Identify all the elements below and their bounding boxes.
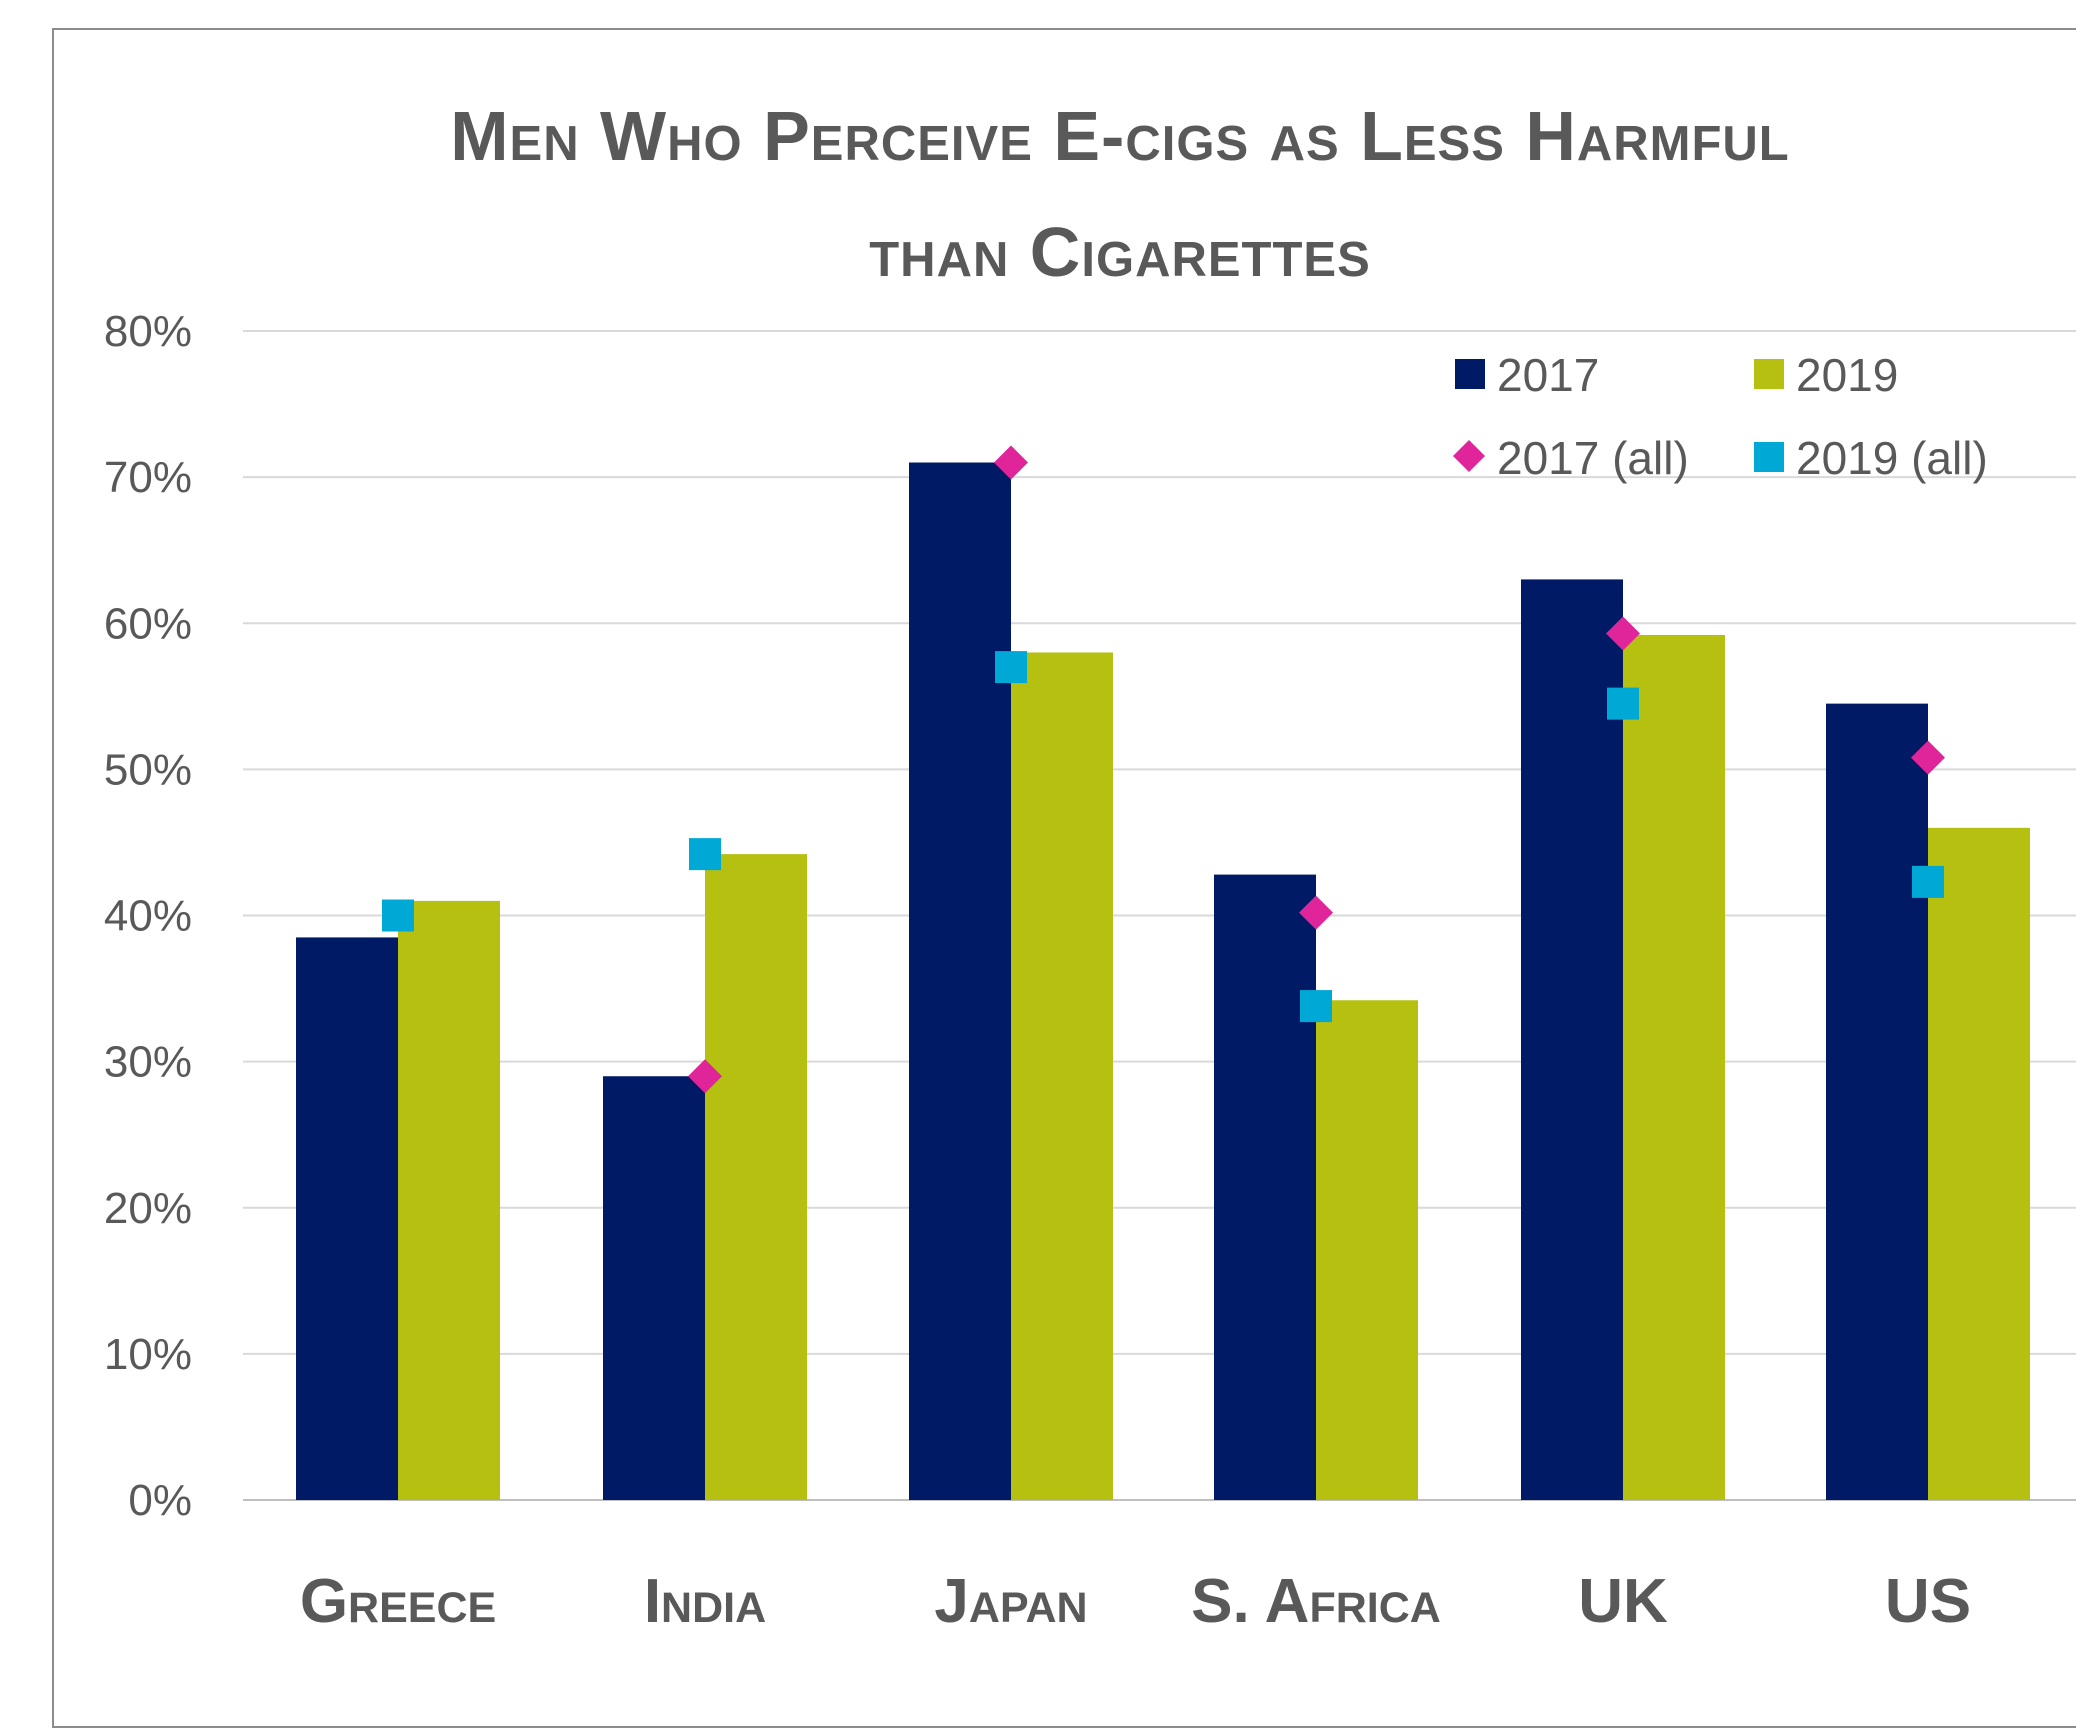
- bar-2017-uk: [1521, 579, 1623, 1500]
- marker-2017-all--us: [1911, 740, 1945, 775]
- marker-2019-all--uk: [1607, 687, 1639, 720]
- legend-2017-all--label: 2017 (all): [1497, 432, 1689, 484]
- x-tick-label: US: [1885, 1567, 1971, 1636]
- bar-2019-india: [705, 854, 807, 1500]
- bars: [296, 462, 2030, 1501]
- marker-2017-all--uk: [1606, 616, 1640, 651]
- legend-2019-swatch: [1754, 359, 1784, 389]
- legend-2019-all--swatch: [1754, 442, 1784, 472]
- x-axis: Greece India Japan S. Africa UK US: [300, 1567, 1971, 1636]
- y-tick-label: 70%: [104, 453, 192, 502]
- bar-2017-greece: [296, 937, 398, 1500]
- chart-title-line-2: than Cigarettes: [869, 213, 1371, 291]
- legend-2019-all--label: 2019 (all): [1796, 432, 1988, 484]
- x-tick-label: UK: [1578, 1567, 1668, 1636]
- y-tick-label: 50%: [104, 745, 192, 794]
- y-tick-label: 10%: [104, 1330, 192, 1379]
- y-tick-label: 0%: [128, 1476, 192, 1525]
- marker-2019-all--japan: [995, 651, 1027, 684]
- bar-2019-greece: [398, 900, 500, 1500]
- marker-2019-all--us: [1912, 865, 1944, 898]
- x-tick-label: S. Africa: [1191, 1567, 1441, 1636]
- y-tick-label: 80%: [104, 307, 192, 356]
- y-axis: 0% 10% 20% 30% 40% 50% 60% 70% 80%: [104, 307, 192, 1525]
- gridlines: [243, 330, 2076, 1501]
- bar-2017-japan: [909, 462, 1011, 1501]
- bar-2019-s-africa: [1316, 1000, 1418, 1500]
- markers: [382, 445, 1945, 1094]
- x-tick-label: India: [644, 1567, 766, 1636]
- bar-2017-us: [1826, 703, 1928, 1500]
- legend-2017-all--swatch: [1453, 440, 1485, 472]
- bar-2017-s-africa: [1214, 874, 1316, 1500]
- bar-2019-us: [1928, 827, 2030, 1500]
- marker-2019-all--greece: [382, 899, 414, 932]
- bar-2017-india: [603, 1076, 705, 1500]
- y-tick-label: 60%: [104, 599, 192, 648]
- y-tick-label: 30%: [104, 1038, 192, 1087]
- legend-2019-label: 2019: [1796, 349, 1898, 401]
- bar-2019-japan: [1011, 652, 1113, 1500]
- bar-2019-uk: [1623, 634, 1725, 1500]
- y-tick-label: 20%: [104, 1184, 192, 1233]
- marker-2017-all--india: [688, 1059, 722, 1094]
- x-tick-label: Japan: [934, 1567, 1087, 1636]
- legend: 2017 2019 2017 (all) 2019 (all): [1453, 349, 1988, 484]
- chart-title: Men Who Perceive E-cigs as Less Harmful …: [0, 78, 2076, 310]
- y-tick-label: 40%: [104, 892, 192, 941]
- marker-2017-all--s-africa: [1299, 895, 1333, 930]
- legend-2017-swatch: [1455, 359, 1485, 389]
- marker-2019-all--india: [689, 838, 721, 871]
- x-tick-label: Greece: [300, 1567, 496, 1636]
- chart-title-line-1: Men Who Perceive E-cigs as Less Harmful: [450, 97, 1790, 175]
- marker-2019-all--s-africa: [1300, 990, 1332, 1023]
- legend-2017-label: 2017: [1497, 349, 1599, 401]
- marker-2017-all--japan: [994, 445, 1028, 480]
